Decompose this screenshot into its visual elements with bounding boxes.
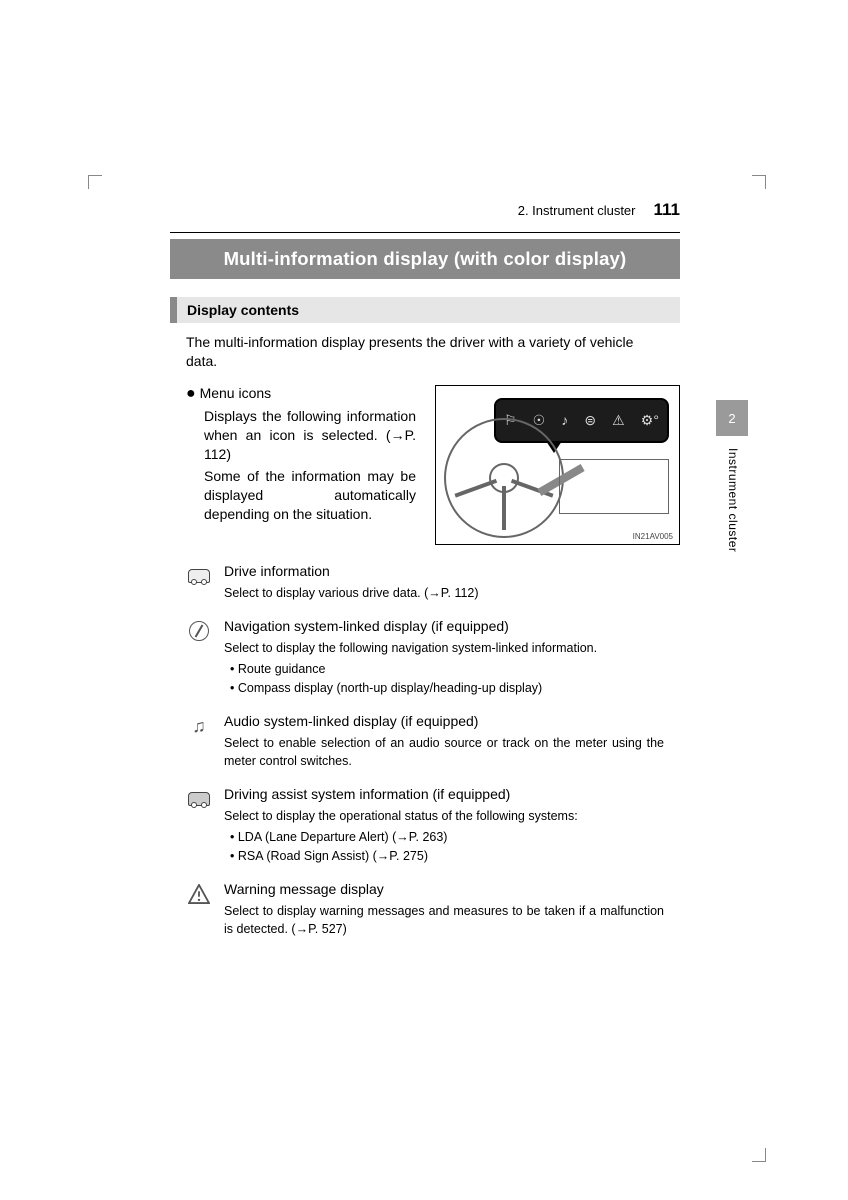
assist-icon: ⊜: [584, 412, 596, 429]
item-title: Audio system-linked display (if equipped…: [224, 713, 664, 729]
compass-icon: [186, 618, 212, 644]
music-note-icon: ♫: [186, 713, 212, 739]
items-list: Drive information Select to display vari…: [170, 563, 680, 939]
item-title: Drive information: [224, 563, 664, 579]
intro-text: The multi-information display presents t…: [186, 333, 664, 371]
section-subhead: Display contents: [170, 297, 680, 323]
crop-mark: [752, 175, 766, 189]
illustration-code: IN21AV005: [633, 532, 673, 541]
item-driving-assist: Driving assist system information (if eq…: [186, 786, 664, 865]
car-icon: [186, 563, 212, 589]
item-warning: Warning message display Select to displa…: [186, 881, 664, 938]
menu-icons-block: ⚐ ☉ ♪ ⊜ ⚠ ⚙° IN21AV005 ● Menu icons Disp…: [186, 385, 680, 545]
item-title: Driving assist system information (if eq…: [224, 786, 664, 802]
dashboard-illustration: ⚐ ☉ ♪ ⊜ ⚠ ⚙° IN21AV005: [435, 385, 680, 545]
item-desc: Select to display warning messages and m…: [224, 903, 664, 938]
item-title: Warning message display: [224, 881, 664, 897]
item-navigation: Navigation system-linked display (if equ…: [186, 618, 664, 697]
menu-desc-1: Displays the following information when …: [204, 407, 416, 464]
item-drive-info: Drive information Select to display vari…: [186, 563, 664, 603]
audio-icon: ♪: [561, 412, 568, 428]
menu-desc-2: Some of the information may be displayed…: [204, 467, 416, 524]
warning-icon: ⚠: [612, 412, 625, 429]
menu-bullet-heading: ● Menu icons: [186, 385, 416, 403]
page-content: 2. Instrument cluster 111 Multi-informat…: [170, 200, 680, 954]
item-desc: Select to enable selection of an audio s…: [224, 735, 664, 770]
page-title: Multi-information display (with color di…: [170, 239, 680, 279]
center-screen: [559, 459, 669, 514]
section-label: 2. Instrument cluster: [518, 203, 636, 218]
page-number: 111: [654, 200, 681, 220]
settings-icon: ⚙°: [641, 412, 659, 429]
item-desc: Select to display the operational status…: [224, 808, 664, 826]
steering-wheel-icon: [444, 418, 564, 538]
item-bullets: • LDA (Lane Departure Alert) (→P. 263) •…: [230, 828, 664, 866]
item-desc: Select to display the following navigati…: [224, 640, 664, 658]
item-bullets: • Route guidance • Compass display (nort…: [230, 660, 664, 698]
crop-mark: [752, 1148, 766, 1162]
item-title: Navigation system-linked display (if equ…: [224, 618, 664, 634]
chapter-side-label: Instrument cluster: [726, 448, 740, 552]
chapter-tab: 2: [716, 400, 748, 436]
item-audio: ♫ Audio system-linked display (if equipp…: [186, 713, 664, 770]
warning-triangle-icon: [186, 881, 212, 907]
assist-icon: [186, 786, 212, 812]
running-header: 2. Instrument cluster 111: [170, 200, 680, 220]
crop-mark: [88, 175, 102, 189]
header-rule: [170, 232, 680, 233]
item-desc: Select to display various drive data. (→…: [224, 585, 664, 603]
